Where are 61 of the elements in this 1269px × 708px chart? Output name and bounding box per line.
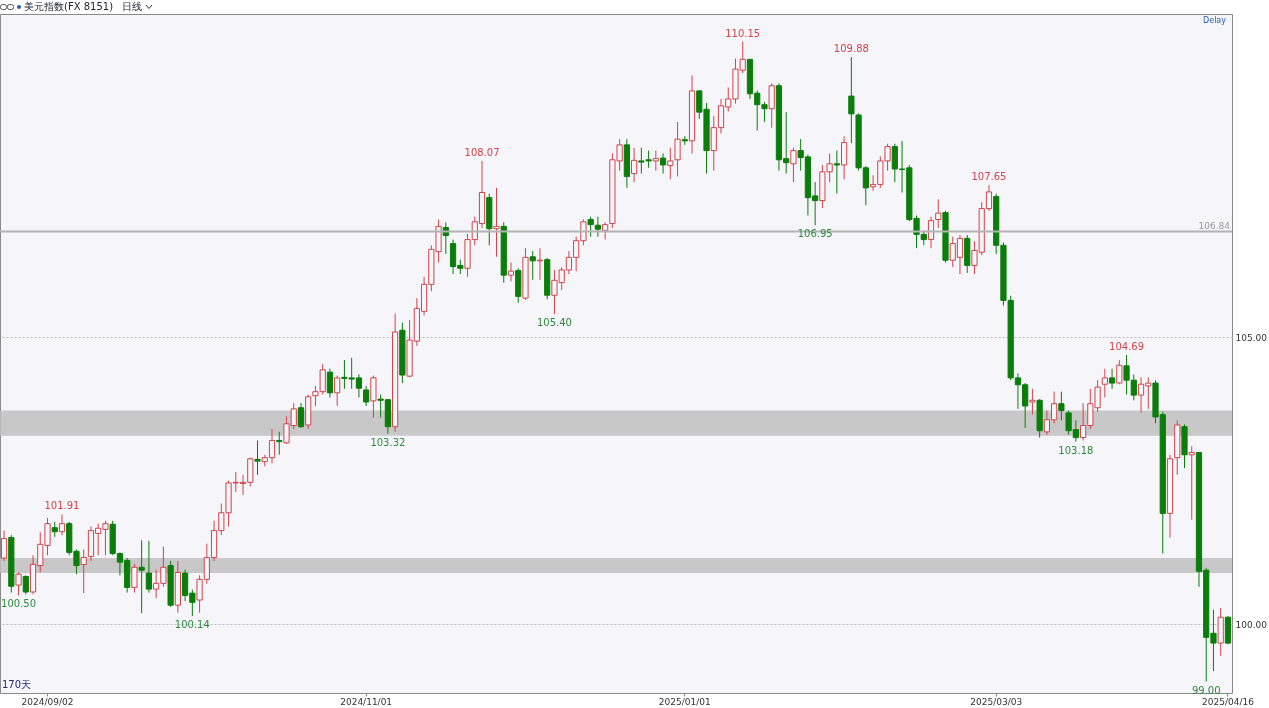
candlestick [1108, 368, 1116, 390]
candlestick [22, 574, 29, 595]
annotation: 101.91 [44, 500, 80, 512]
candlestick [768, 82, 775, 129]
candlestick [297, 402, 305, 429]
candlestick [659, 152, 667, 175]
candlestick [507, 262, 515, 282]
candlestick [138, 539, 145, 614]
candlestick [1188, 445, 1195, 521]
candlestick [674, 121, 681, 177]
candlestick [667, 147, 674, 180]
annotation: 100.50 [1, 598, 37, 610]
x-tick-label: 2025/01/01 [658, 696, 711, 707]
x-tick-label: 2025/03/03 [970, 696, 1023, 707]
candlestick [326, 368, 334, 398]
candlestick [587, 216, 594, 238]
candlestick [363, 385, 370, 407]
x-tick-label: 2024/09/02 [21, 696, 74, 707]
annotation: Delay [1203, 16, 1227, 25]
annotation: 107.65 [971, 171, 1007, 183]
candlestick [1101, 368, 1108, 398]
candlestick [370, 375, 377, 418]
ref-line-label: 106.84 [1198, 220, 1231, 231]
annotation: 104.69 [1109, 340, 1145, 352]
candlestick [145, 540, 152, 594]
candlestick [334, 375, 341, 407]
candlestick [631, 147, 638, 183]
candlestick [1029, 388, 1036, 416]
candlestick [841, 135, 848, 180]
candlestick [80, 549, 87, 594]
candlestick [652, 150, 659, 172]
annotation: 109.88 [833, 43, 869, 55]
candlestick [58, 514, 66, 536]
annotation: 103.32 [370, 436, 406, 448]
candlestick [1116, 359, 1123, 385]
x-tick-label: 2024/11/01 [340, 696, 393, 707]
candlestick [790, 147, 797, 183]
annotation: 105.40 [536, 317, 572, 329]
chart-title: 美元指数(FX 8151) [24, 0, 114, 14]
y-tick-label: 100.00 [1235, 619, 1268, 630]
candlestick [529, 250, 536, 281]
annotation: 106.95 [797, 228, 833, 240]
candlestick [493, 187, 500, 258]
annotation: 108.07 [464, 146, 500, 158]
annotation: 99.00 [1191, 684, 1221, 696]
annotation: 103.18 [1058, 444, 1094, 456]
candlestick [1058, 391, 1065, 421]
candlestick [935, 198, 942, 229]
candlestick [254, 439, 261, 476]
candlestick [594, 216, 601, 238]
candlestick [131, 563, 138, 594]
annotation: 170天 [2, 679, 32, 690]
annotation: 110.15 [725, 27, 761, 39]
candlestick [15, 571, 22, 596]
x-tick-label: 2025/04/16 [1202, 696, 1255, 707]
chart-subtitle: 日线 [122, 0, 143, 14]
candlestick [276, 431, 283, 456]
annotation: 100.14 [174, 619, 210, 631]
candlestick [602, 221, 609, 241]
candlestick [833, 150, 840, 195]
y-tick-label: 105.00 [1235, 332, 1268, 343]
